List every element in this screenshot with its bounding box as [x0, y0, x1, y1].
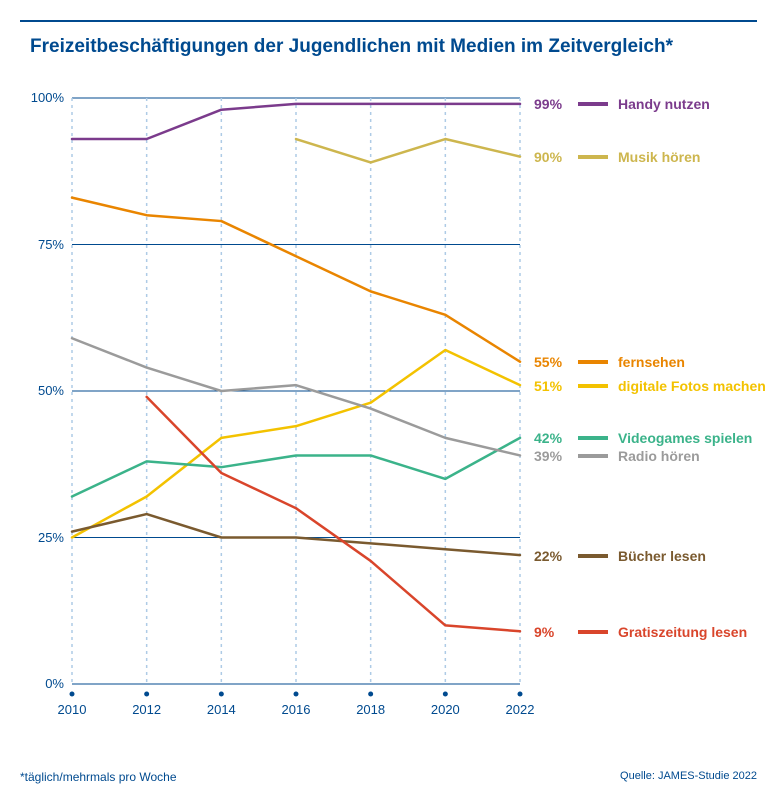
- y-tick-label: 25%: [38, 530, 64, 545]
- series-legend-label-fotos: digitale Fotos machen: [618, 378, 766, 394]
- series-legend-label-handy: Handy nutzen: [618, 96, 710, 112]
- footnote-left: *täglich/mehrmals pro Woche: [20, 770, 177, 784]
- x-tick-label: 2012: [129, 702, 165, 717]
- x-tick-label: 2018: [353, 702, 389, 717]
- series-end-value-zeitung: 9%: [534, 624, 554, 640]
- series-end-value-games: 42%: [534, 430, 562, 446]
- series-legend-label-radio: Radio hören: [618, 448, 700, 464]
- series-end-value-fotos: 51%: [534, 378, 562, 394]
- series-end-value-tv: 55%: [534, 354, 562, 370]
- y-tick-label: 0%: [45, 676, 64, 691]
- chart-plot: [0, 0, 777, 800]
- series-legend-label-musik: Musik hören: [618, 149, 700, 165]
- series-legend-label-games: Videogames spielen: [618, 430, 752, 446]
- series-end-value-handy: 99%: [534, 96, 562, 112]
- series-legend-label-zeitung: Gratiszeitung lesen: [618, 624, 747, 640]
- x-tick-label: 2020: [427, 702, 463, 717]
- series-end-value-buecher: 22%: [534, 548, 562, 564]
- x-tick-label: 2022: [502, 702, 538, 717]
- x-tick-label: 2010: [54, 702, 90, 717]
- series-end-value-musik: 90%: [534, 149, 562, 165]
- series-legend-label-tv: fernsehen: [618, 354, 685, 370]
- x-tick-label: 2014: [203, 702, 239, 717]
- y-tick-label: 75%: [38, 237, 64, 252]
- x-tick-label: 2016: [278, 702, 314, 717]
- y-tick-label: 100%: [31, 90, 64, 105]
- series-line-musik: [296, 139, 520, 162]
- series-legend-label-buecher: Bücher lesen: [618, 548, 706, 564]
- y-tick-label: 50%: [38, 383, 64, 398]
- footnote-right: Quelle: JAMES-Studie 2022: [620, 770, 757, 782]
- series-line-zeitung: [147, 397, 520, 631]
- series-line-games: [72, 438, 520, 497]
- series-line-radio: [72, 338, 520, 455]
- series-end-value-radio: 39%: [534, 448, 562, 464]
